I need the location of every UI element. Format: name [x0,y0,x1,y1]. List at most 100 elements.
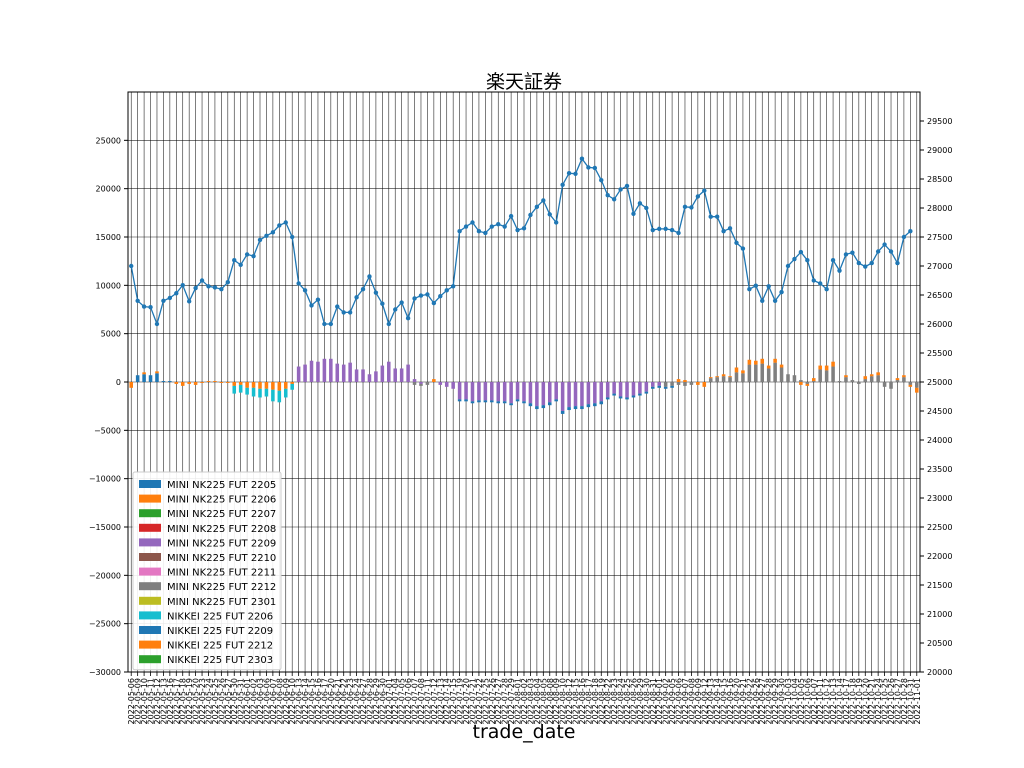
bar [593,382,597,404]
bar [728,376,732,378]
bar [895,378,900,381]
bar [728,377,732,382]
bar [528,403,533,407]
bar [367,374,372,382]
bar [863,379,868,382]
bar [387,361,391,382]
bar [580,406,584,410]
bar [374,371,378,382]
bar [155,373,159,382]
legend-box [132,471,282,671]
x-tick-label: 2022-08-16 [578,678,587,725]
bar [361,369,365,382]
price-point [895,260,900,266]
bar [638,393,642,396]
x-tick-label: 2022-06-28 [365,678,374,725]
bar [818,369,822,382]
x-tick-label: 2022-06-27 [359,678,368,725]
x-tick-label: 2022-07-01 [385,678,394,725]
y-tick-label: −25000 [89,620,121,629]
x-tick-label: 2022-05-11 [147,678,156,725]
y-tick-label: 25000 [96,136,121,145]
y2-tick-label: 26000 [927,320,952,329]
bar [161,381,166,382]
x-tick-label: 2022-09-20 [732,678,741,725]
x-tick-label: 2022-08-31 [649,678,658,725]
x-tick-label: 2022-09-05 [668,678,677,725]
bar [831,361,835,367]
chart-title: 楽天証券 [486,71,562,93]
bar [187,382,191,384]
bar [612,382,616,394]
y-tick-label: 10000 [96,281,121,290]
bar [206,381,211,382]
legend-swatch [139,582,161,591]
bar [657,382,661,386]
bar [580,382,584,407]
price-point [360,287,366,292]
price-point [843,252,849,257]
bar [741,373,745,382]
price-point [225,280,231,285]
price-point [689,205,694,210]
x-tick-label: 2022-07-28 [501,678,510,725]
bar [651,386,655,389]
bar [644,391,649,394]
bar [676,382,681,385]
x-tick-label: 2022-05-18 [179,678,188,725]
price-point [438,293,443,299]
x-tick-label: 2022-05-31 [237,678,246,725]
price-point [669,227,675,233]
price-point [599,177,604,183]
bar [547,382,552,403]
price-point [740,246,746,251]
y-tick-label: −15000 [89,523,121,532]
bar [882,382,887,387]
x-tick-label: 2022-10-11 [816,678,825,725]
bar [799,380,803,382]
bar [232,385,237,394]
bar [786,374,790,382]
price-point [129,263,134,269]
price-point [534,204,540,210]
x-tick-label: 2022-08-10 [559,678,568,725]
bar [773,362,777,382]
bar [451,382,455,389]
x-tick-label: 2022-07-13 [436,678,445,725]
price-point [405,316,411,321]
price-point [483,230,488,236]
legend-label: MINI NK225 FUT 2208 [167,524,276,535]
bar [444,382,449,387]
bar [193,382,198,385]
price-point [463,224,469,229]
bar [348,362,352,382]
bar [264,388,269,397]
x-tick-label: 2022-08-02 [520,678,529,725]
x-tick-label: 2022-06-21 [333,678,342,725]
bar [142,374,146,382]
price-point [476,229,482,234]
bar [702,382,707,387]
x-tick-label: 2022-09-22 [745,678,754,725]
bar [226,382,230,383]
legend-label: MINI NK225 FUT 2210 [167,553,276,564]
bar [799,382,803,385]
price-line-layer [129,156,913,327]
bar [483,400,488,403]
price-point [837,268,842,273]
x-tick-label: 2022-07-22 [475,678,484,725]
price-point [708,214,713,219]
price-point [296,281,301,286]
x-tick-label: 2022-06-24 [353,678,362,725]
bar [696,382,700,385]
price-point [618,187,623,192]
legend-swatch [139,553,161,561]
bar [200,382,204,383]
x-tick-label: 2022-10-04 [790,678,799,725]
bar [477,382,481,401]
bar [354,369,359,382]
price-point [644,205,649,211]
bar [915,387,919,393]
bar [915,382,919,388]
x-tick-label: 2022-09-28 [765,678,774,725]
